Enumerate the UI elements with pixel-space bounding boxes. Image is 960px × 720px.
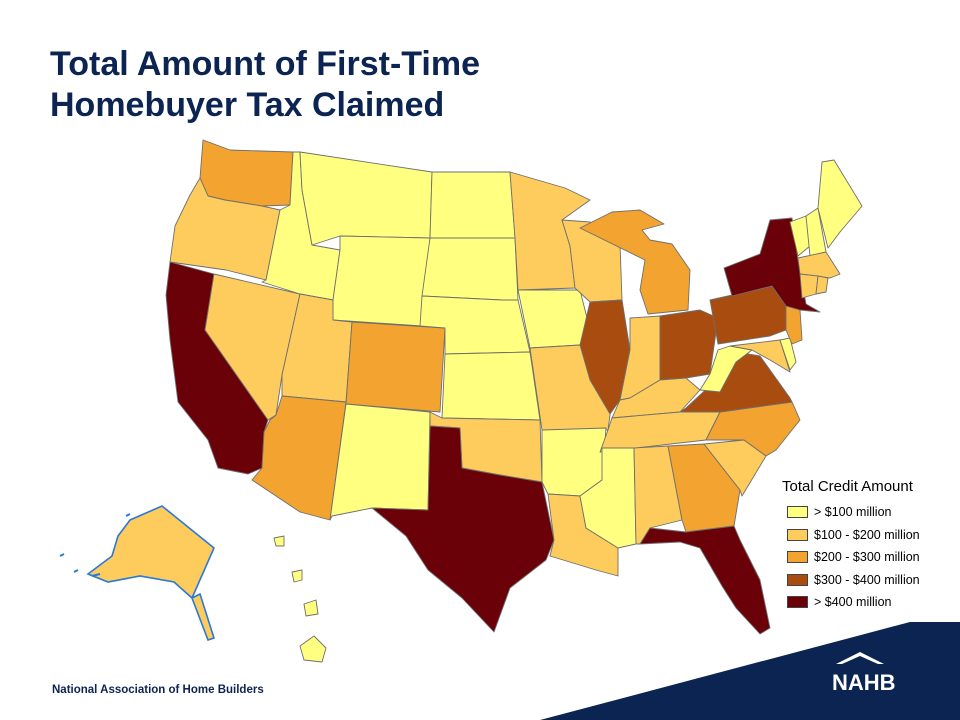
legend-swatch (787, 573, 808, 586)
legend-label: $200 - $300 million (814, 550, 920, 565)
page-title: Total Amount of First-Time Homebuyer Tax… (50, 44, 480, 126)
state-hi-oahu (291, 569, 303, 583)
state-il (579, 299, 631, 415)
state-de (779, 337, 797, 371)
state-me (817, 159, 863, 249)
state-ma (797, 251, 841, 279)
nahb-roof-icon (836, 652, 884, 664)
legend-swatch (787, 506, 808, 519)
legend-swatch (787, 596, 808, 609)
aleutian-islands (59, 513, 131, 577)
legend-item: $200 - $300 million (782, 546, 958, 569)
state-ri (815, 275, 829, 295)
state-co (345, 321, 446, 413)
state-fl (639, 525, 771, 635)
legend-label: > $400 million (814, 595, 892, 610)
alaska-coastline (86, 505, 216, 642)
state-ny (723, 217, 821, 313)
legend-item: $300 - $400 million (782, 569, 958, 592)
legend-item: > $400 million (782, 591, 958, 614)
legend-swatch (787, 528, 808, 541)
legend: Total Credit Amount > $100 million $100 … (782, 478, 958, 614)
legend-label: $300 - $400 million (814, 572, 920, 587)
nahb-logo: NAHB (832, 670, 896, 695)
legend-title: Total Credit Amount (782, 478, 913, 495)
legend-item: $100 - $200 million (782, 524, 958, 547)
legend-label: > $100 million (814, 505, 892, 520)
state-sc (703, 439, 767, 497)
state-wv (699, 345, 753, 393)
state-tx (371, 425, 555, 633)
state-hi-maui (303, 599, 319, 617)
state-hi-main (299, 635, 327, 663)
title-line-2: Homebuyer Tax Claimed (50, 86, 445, 124)
state-hi-kauai (273, 535, 285, 547)
organization-name: National Association of Home Builders (52, 684, 264, 696)
legend-item: > $100 million (782, 501, 958, 524)
title-line-1: Total Amount of First-Time (50, 45, 481, 83)
legend-swatch (787, 551, 808, 564)
state-mi (579, 209, 691, 315)
state-md (729, 339, 791, 373)
legend-label: $100 - $200 million (814, 527, 920, 542)
